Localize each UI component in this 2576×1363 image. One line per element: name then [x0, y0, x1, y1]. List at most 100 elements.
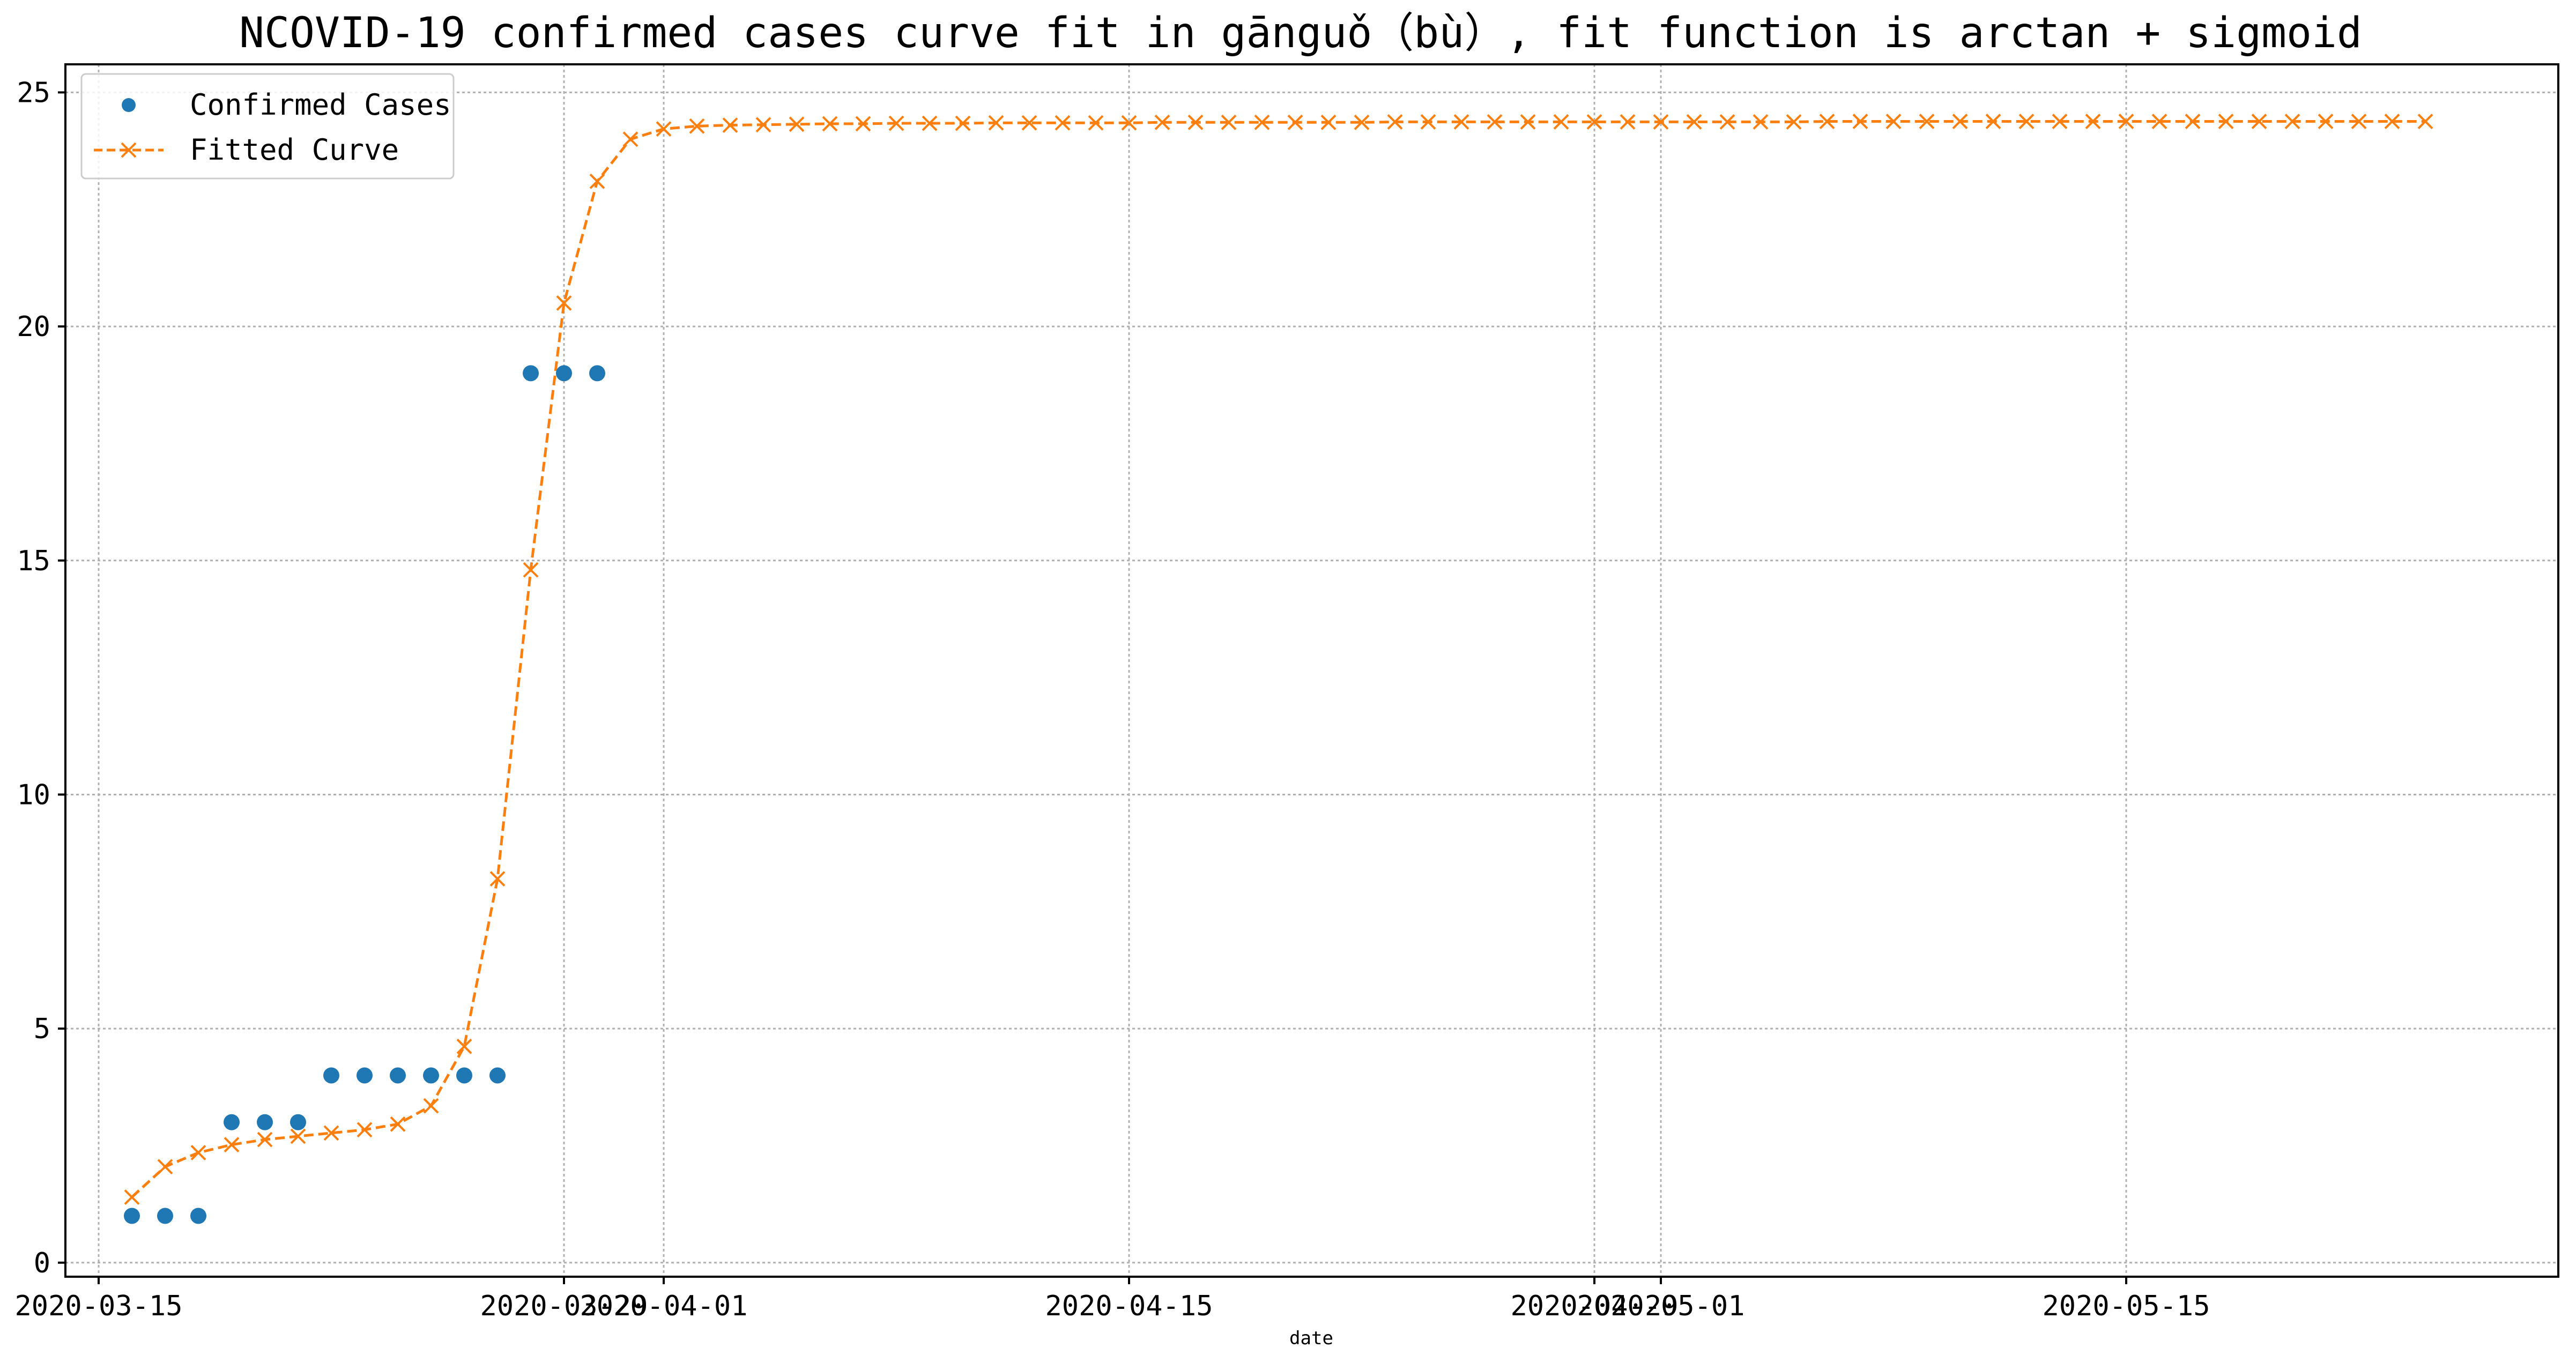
fitted-curve-marker [1420, 114, 1436, 130]
fitted-curve-marker [988, 115, 1004, 131]
fitted-curve-marker [822, 116, 838, 132]
confirmed-cases-point [124, 1208, 140, 1224]
fitted-curve-marker [1852, 114, 1868, 129]
confirmed-cases-point [423, 1067, 439, 1084]
x-axis-label: date [1289, 1328, 1333, 1349]
fitted-curve-marker [290, 1128, 306, 1144]
confirmed-cases-point [390, 1067, 406, 1084]
y-tick-label: 0 [34, 1247, 50, 1279]
fitted-curve-marker [1221, 114, 1237, 130]
y-tick-label: 5 [34, 1013, 50, 1045]
fitted-curve-marker [523, 562, 539, 578]
fitted-curve-marker [1653, 114, 1669, 130]
fitted-curve-marker [2185, 114, 2201, 129]
legend: Confirmed Cases Fitted Curve [80, 73, 455, 180]
fitted-curve-marker [2417, 114, 2433, 129]
fitted-curve-marker [1786, 114, 1802, 130]
y-tick-label: 15 [17, 545, 50, 577]
fitted-curve-marker [157, 1159, 173, 1175]
fitted-curve-marker [888, 115, 904, 131]
legend-label-fitted: Fitted Curve [190, 133, 399, 167]
series-layer [124, 114, 2433, 1224]
confirmed-cases-point [489, 1067, 506, 1084]
y-tick-label: 25 [17, 77, 50, 109]
fitted-curve-marker [1753, 114, 1769, 130]
fitted-curve-marker [1320, 114, 1337, 130]
fitted-curve-marker [423, 1098, 439, 1114]
fitted-curve-marker [489, 871, 506, 887]
fitted-curve-marker [1487, 114, 1503, 130]
fitted-curve-marker [1586, 114, 1602, 130]
confirmed-cases-point [589, 365, 605, 382]
fitted-curve-marker [556, 295, 572, 311]
legend-box [80, 73, 455, 180]
plot-area [65, 64, 2558, 1277]
confirmed-cases-point [157, 1208, 173, 1224]
fitted-curve-marker [656, 121, 672, 137]
fitted-curve-marker [1620, 114, 1636, 130]
fitted-curve-marker [689, 118, 705, 134]
fitted-curve-marker [1553, 114, 1569, 130]
x-tick-label: 2020-05-15 [2042, 1290, 2210, 1322]
plot-frame [64, 63, 2559, 1278]
confirmed-cases-point [523, 365, 539, 382]
fitted-curve-marker [2351, 114, 2367, 129]
fitted-curve-marker [1919, 114, 1935, 129]
fitted-curve-marker [2384, 114, 2400, 129]
fitted-curve-marker [224, 1137, 240, 1153]
fitted-curve-marker [257, 1131, 273, 1148]
fitted-curve-marker [589, 173, 605, 189]
confirmed-cases-point [290, 1114, 306, 1130]
confirmed-cases-point [556, 365, 572, 382]
fitted-curve-marker [1952, 114, 1968, 129]
fitted-curve-marker [755, 117, 771, 133]
x-tick-label: 2020-05-01 [1577, 1290, 1744, 1322]
fitted-curve-marker [789, 116, 805, 132]
legend-label-confirmed: Confirmed Cases [190, 88, 451, 122]
fitted-curve-marker [1686, 114, 1702, 130]
fitted-curve-marker [190, 1145, 206, 1160]
fitted-curve-marker [1154, 114, 1170, 130]
fitted-curve-marker [1719, 114, 1735, 130]
confirmed-cases-point [323, 1067, 339, 1084]
fitted-curve-marker [1453, 114, 1469, 130]
x-tick-label: 2020-04-01 [580, 1290, 747, 1322]
x-tick-label: 2020-03-15 [14, 1290, 182, 1322]
fitted-curve-marker [1819, 114, 1835, 129]
fitted-curve-marker [2318, 114, 2334, 129]
fitted-curve-marker [1021, 115, 1037, 131]
legend-marker-confirmed [122, 98, 136, 112]
fitted-curve-marker [2118, 114, 2134, 129]
fitted-curve-marker [1055, 115, 1071, 131]
chart-title: NCOVID-19 confirmed cases curve fit in g… [239, 9, 2362, 57]
fitted-curve-marker [922, 115, 938, 131]
confirmed-cases-point [357, 1067, 373, 1084]
legend-marker-fitted [121, 142, 137, 158]
fitted-curve-marker [1187, 114, 1204, 130]
y-tick-label: 20 [17, 311, 50, 343]
fitted-curve-marker [622, 131, 639, 147]
fitted-curve-marker [1088, 115, 1104, 131]
fitted-curve-marker [1985, 114, 2001, 129]
fitted-curve-marker [2218, 114, 2234, 129]
fitted-curve-marker [1287, 114, 1303, 130]
fitted-curve-marker [1254, 114, 1270, 130]
fitted-curve-marker [124, 1189, 140, 1205]
fitted-curve-marker [2151, 114, 2167, 129]
fitted-curve-marker [323, 1125, 339, 1141]
grid [65, 64, 2558, 1277]
confirmed-cases-point [257, 1114, 273, 1130]
confirmed-cases-point [224, 1114, 240, 1130]
fitted-curve-marker [1885, 114, 1902, 129]
fitted-curve-marker [456, 1038, 472, 1054]
fitted-curve-marker [722, 117, 738, 133]
fitted-curve-marker [357, 1122, 373, 1138]
y-tick-label: 10 [17, 779, 50, 811]
x-tick-label: 2020-04-15 [1045, 1290, 1213, 1322]
fitted-curve-marker [2052, 114, 2068, 129]
confirmed-cases-point [456, 1067, 472, 1084]
fitted-curve-marker [955, 115, 971, 131]
fitted-curve-marker [2018, 114, 2035, 129]
